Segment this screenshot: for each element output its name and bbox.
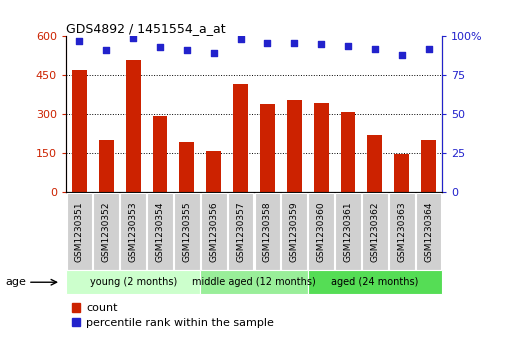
Bar [394, 154, 409, 192]
Text: GSM1230360: GSM1230360 [316, 201, 326, 262]
Bar [152, 116, 168, 192]
Text: GSM1230362: GSM1230362 [370, 201, 379, 262]
Bar [287, 100, 302, 192]
FancyBboxPatch shape [120, 193, 146, 270]
Point [156, 44, 164, 50]
Text: GSM1230356: GSM1230356 [209, 201, 218, 262]
FancyBboxPatch shape [201, 193, 227, 270]
Bar [233, 85, 248, 192]
Text: GSM1230363: GSM1230363 [397, 201, 406, 262]
Bar [340, 112, 356, 192]
Text: GSM1230355: GSM1230355 [182, 201, 192, 262]
Point [210, 50, 218, 56]
Point [263, 40, 271, 45]
Text: age: age [5, 277, 26, 287]
Point [398, 52, 406, 58]
Point [237, 37, 245, 42]
Bar [314, 103, 329, 192]
Text: aged (24 months): aged (24 months) [331, 277, 419, 287]
Text: GSM1230364: GSM1230364 [424, 201, 433, 262]
Bar [179, 142, 194, 192]
FancyBboxPatch shape [389, 193, 415, 270]
Bar [421, 140, 436, 192]
FancyBboxPatch shape [174, 193, 200, 270]
FancyBboxPatch shape [255, 193, 280, 270]
Text: GSM1230358: GSM1230358 [263, 201, 272, 262]
Text: GSM1230351: GSM1230351 [75, 201, 84, 262]
Point [102, 48, 110, 53]
Point [317, 41, 325, 47]
Bar [206, 151, 221, 192]
Text: GSM1230359: GSM1230359 [290, 201, 299, 262]
FancyBboxPatch shape [93, 193, 119, 270]
FancyBboxPatch shape [281, 193, 307, 270]
Bar [72, 70, 87, 192]
Text: middle aged (12 months): middle aged (12 months) [192, 277, 316, 287]
Text: GDS4892 / 1451554_a_at: GDS4892 / 1451554_a_at [66, 22, 226, 35]
FancyBboxPatch shape [67, 193, 92, 270]
FancyBboxPatch shape [228, 193, 253, 270]
FancyBboxPatch shape [147, 193, 173, 270]
FancyBboxPatch shape [416, 193, 441, 270]
FancyBboxPatch shape [66, 270, 200, 294]
Legend: count, percentile rank within the sample: count, percentile rank within the sample [72, 303, 274, 328]
FancyBboxPatch shape [308, 193, 334, 270]
Point [75, 38, 83, 44]
FancyBboxPatch shape [362, 193, 388, 270]
Point [129, 35, 137, 41]
FancyBboxPatch shape [200, 270, 308, 294]
Text: GSM1230357: GSM1230357 [236, 201, 245, 262]
Point [290, 40, 298, 45]
Bar [260, 104, 275, 192]
Text: GSM1230353: GSM1230353 [129, 201, 138, 262]
FancyBboxPatch shape [308, 270, 442, 294]
Point [183, 48, 191, 53]
Point [344, 43, 352, 49]
FancyBboxPatch shape [335, 193, 361, 270]
Bar [126, 60, 141, 192]
Bar [99, 140, 114, 192]
Point [425, 46, 433, 52]
Text: GSM1230354: GSM1230354 [155, 201, 165, 262]
Text: young (2 months): young (2 months) [89, 277, 177, 287]
Text: GSM1230361: GSM1230361 [343, 201, 353, 262]
Bar [367, 135, 382, 192]
Text: GSM1230352: GSM1230352 [102, 201, 111, 262]
Point [371, 46, 379, 52]
